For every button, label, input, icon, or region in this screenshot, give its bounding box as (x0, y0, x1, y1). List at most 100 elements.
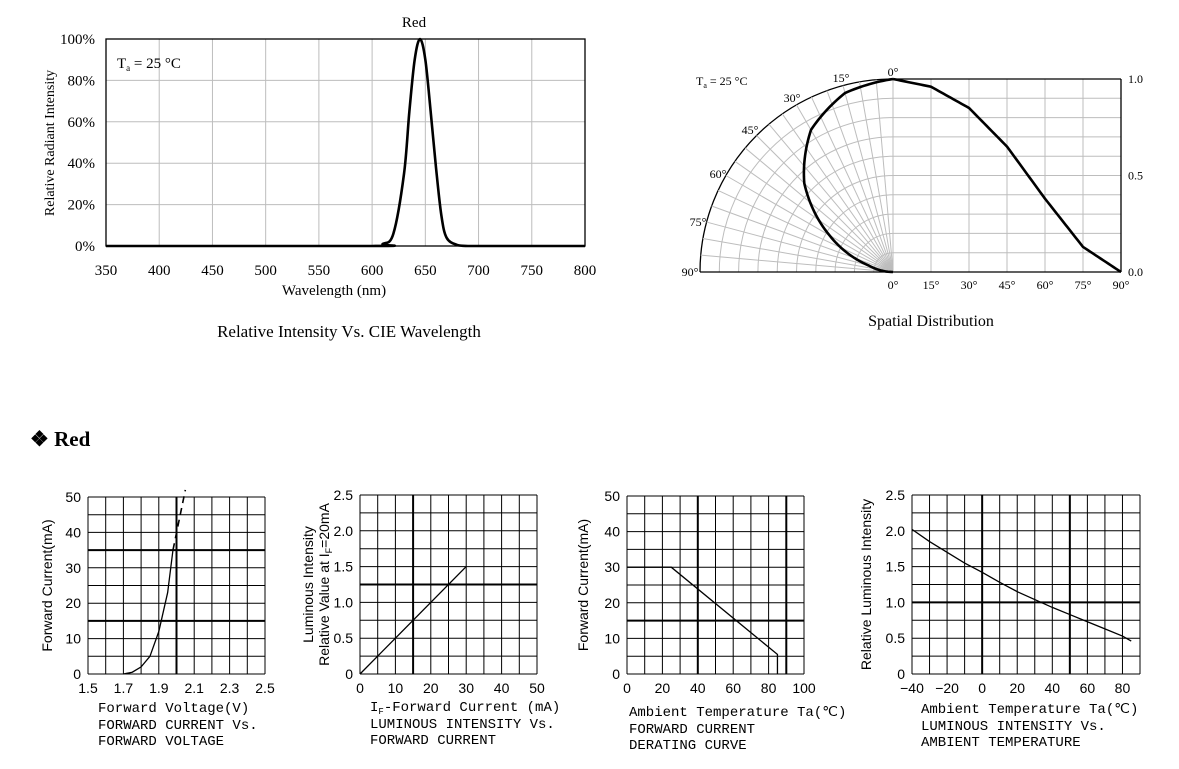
y-axis-label-line: Relative Value at IF=20mA (316, 502, 334, 666)
iv-curve-chart: 1.5 1.7 1.9 2.1 2.3 2.5 0 10 20 30 40 50 Forward Vol… (39, 489, 275, 750)
y-tick-label: 0 (612, 666, 620, 682)
spatial-polar-spoke (744, 147, 894, 273)
x-tick-label: 0 (623, 680, 631, 696)
x-tick-label: 30 (458, 680, 474, 696)
spatial-polar-spoke (725, 175, 894, 273)
x-axis-label: IF-Forward Current (mA) (370, 700, 560, 717)
y-tick-label: 2.0 (334, 523, 354, 539)
spatial-polar-spoke (702, 237, 894, 273)
y-tick-label: 0 (73, 666, 81, 682)
y-tick-label: 20 (604, 595, 620, 611)
y-tick-label: 2.5 (334, 487, 354, 503)
chart-caption-line: AMBIENT TEMPERATURE (921, 735, 1081, 751)
spectrum-x-tick-label: 700 (467, 263, 490, 279)
y-tick-label: 1.0 (334, 594, 354, 610)
spectrum-y-tick-label: 100% (60, 32, 95, 48)
spectrum-x-tick-label: 750 (521, 263, 544, 279)
x-tick-label: 60 (1080, 680, 1096, 696)
spatial-angle-label-bottom: 45° (999, 278, 1016, 292)
spatial-polar-spoke (756, 135, 894, 273)
x-tick-label: 40 (690, 680, 706, 696)
spatial-polar-spoke (875, 79, 894, 273)
luminous-vs-current-chart: 0 10 20 30 40 50 0 0.5 1.0 1.5 2.0 2.5 IF-Forward Cu… (300, 487, 560, 749)
series-extrapolated-dashed (172, 489, 187, 551)
chart-caption-line: DERATING CURVE (629, 738, 747, 754)
spatial-polar-spoke (768, 123, 894, 273)
y-tick-label: 40 (65, 524, 81, 540)
spatial-polar-spoke (826, 90, 894, 273)
spatial-y-tick-label: 0.5 (1128, 169, 1143, 183)
spectrum-series-label: Red (402, 15, 427, 31)
x-tick-label: 80 (761, 680, 777, 696)
x-tick-label: 40 (1045, 680, 1061, 696)
derating-curve-chart: 0 20 40 60 80 100 0 10 20 30 40 50 Ambient Temperatu… (575, 488, 846, 754)
y-axis-label: Forward Current(mA) (575, 519, 591, 651)
y-axis-label: Relative Luminous Intensity (858, 499, 874, 670)
y-tick-label: 40 (604, 524, 620, 540)
x-tick-label: 10 (388, 680, 404, 696)
section-heading: ❖ Red (30, 427, 90, 452)
spatial-angle-label-bottom: 30° (961, 278, 978, 292)
spatial-angle-label-left: 45° (742, 123, 759, 137)
y-tick-label: 20 (65, 595, 81, 611)
spatial-polar-spoke (781, 113, 894, 273)
spectrum-y-tick-label: 20% (68, 198, 96, 214)
y-tick-label: 0.5 (886, 630, 906, 646)
spatial-angle-label-left: 75° (690, 215, 707, 229)
y-tick-label: 0.5 (334, 630, 354, 646)
y-tick-label: 1.5 (334, 559, 354, 575)
chart-caption-line: FORWARD VOLTAGE (98, 734, 224, 750)
spatial-polar-spoke (858, 81, 894, 273)
spatial-caption: Spatial Distribution (868, 313, 994, 330)
chart-caption-line: FORWARD CURRENT (629, 722, 755, 738)
spatial-rect-curve (892, 77, 1122, 274)
spatial-polar-spoke (796, 104, 894, 273)
y-tick-label: 50 (604, 488, 620, 504)
chart-caption-line: LUMINOUS INTENSITY Vs. (370, 717, 555, 733)
spectrum-x-tick-label: 400 (148, 263, 171, 279)
y-tick-label: 2.5 (886, 487, 906, 503)
x-axis-label: Ambient Temperature Ta(℃) (921, 702, 1138, 718)
spectrum-y-tick-label: 80% (68, 73, 96, 89)
x-tick-label: 1.7 (114, 680, 134, 696)
x-tick-label: 2.3 (220, 680, 240, 696)
spatial-polar-spoke (717, 189, 894, 273)
series-line (359, 566, 467, 675)
x-axis-label: Forward Voltage(V) (98, 701, 249, 717)
x-tick-label: 20 (655, 680, 671, 696)
spatial-y-tick-label: 1.0 (1128, 72, 1143, 86)
spectrum-y-tick-label: 40% (68, 156, 96, 172)
x-tick-label: 40 (494, 680, 510, 696)
y-axis-label: Forward Current(mA) (39, 519, 55, 651)
y-tick-label: 30 (604, 559, 620, 575)
x-tick-label: 50 (529, 680, 545, 696)
x-tick-label: 0 (978, 680, 986, 696)
spectrum-chart: Red Ta = 25 °C 350 400 450 500 550 600 650 700 7… (43, 15, 596, 341)
x-tick-label: 20 (423, 680, 439, 696)
spatial-polar-spoke (700, 254, 894, 273)
spatial-angle-label-left: 15° (833, 71, 850, 85)
spatial-polar-curve (802, 77, 894, 274)
series-line (123, 550, 174, 675)
x-tick-label: 20 (1009, 680, 1025, 696)
spatial-angle-label-bottom: 0° (888, 278, 899, 292)
y-tick-label: 10 (604, 630, 620, 646)
spatial-angle-label-left: 0° (888, 65, 899, 79)
x-tick-label: 60 (725, 680, 741, 696)
spatial-polar-spoke (734, 160, 894, 273)
spectrum-x-tick-label: 800 (574, 263, 597, 279)
spectrum-x-tick-label: 450 (201, 263, 224, 279)
spectrum-y-axis-label: Relative Radiant Intensity (43, 70, 58, 216)
series-line (911, 528, 1132, 642)
chart-caption-line: LUMINOUS INTENSITY Vs. (921, 719, 1106, 735)
spatial-angle-label-left: 90° (682, 265, 699, 279)
spectrum-x-tick-label: 550 (308, 263, 331, 279)
section-title: Red (54, 427, 91, 451)
spatial-angle-label-left: 30° (784, 91, 801, 105)
x-tick-label: −40 (900, 680, 924, 696)
y-tick-label: 1.5 (886, 559, 906, 575)
x-tick-label: 80 (1115, 680, 1131, 696)
spatial-polar-spoke (711, 205, 894, 273)
series-line (627, 566, 779, 674)
spectrum-x-tick-label: 500 (254, 263, 277, 279)
